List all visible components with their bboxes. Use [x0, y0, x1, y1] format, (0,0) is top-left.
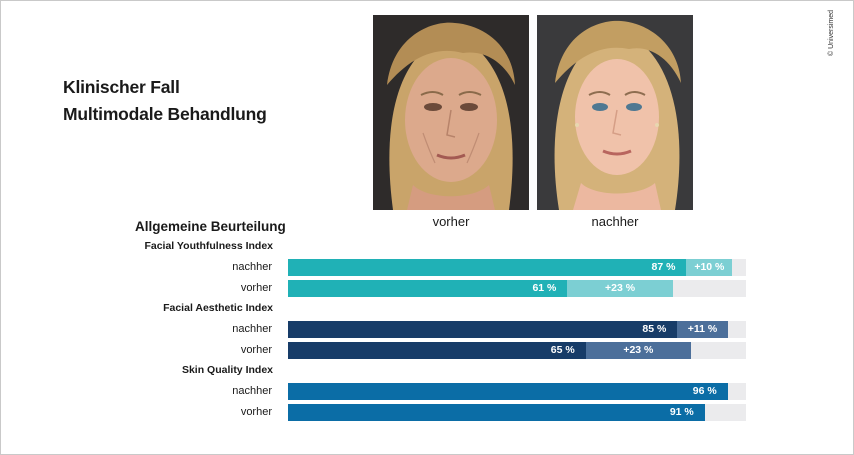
bar-value: 91 % [288, 404, 705, 421]
group-label: Facial Aesthetic Index [163, 302, 273, 314]
bar-gain: +23 % [585, 342, 692, 359]
bar-value-label: 65 % [550, 344, 575, 356]
row-label: nachher [232, 385, 272, 397]
bar-value-label: 87 % [651, 261, 676, 273]
figure-title-line1: Klinischer Fall [63, 77, 180, 97]
row-label: nachher [232, 323, 272, 335]
bar-gain-label: +11 % [687, 323, 718, 335]
figure-title-line2: Multimodale Behandlung [63, 104, 267, 124]
bar-track: 91 % [288, 404, 746, 421]
row-label: vorher [240, 282, 272, 294]
photo-before [373, 15, 529, 210]
group-label: Facial Youthfulness Index [144, 240, 273, 252]
bar-value: 61 % [288, 280, 568, 297]
bar-gain: +10 % [686, 259, 733, 276]
bar-value: 87 % [288, 259, 687, 276]
bar-track: 65 % +23 % [288, 342, 746, 359]
caption-after: nachher [591, 214, 639, 229]
bar-gain-label: +23 % [623, 344, 654, 356]
bar-gain-label: +23 % [605, 282, 636, 294]
photo-after [537, 15, 693, 210]
bar-track: 61 % +23 % [288, 280, 746, 297]
group-label: Skin Quality Index [181, 364, 273, 376]
row-label: vorher [240, 406, 272, 418]
bar-track: 87 % +10 % [288, 259, 746, 276]
portrait-before-image [373, 15, 529, 210]
chart-title: Allgemeine Beurteilung [135, 219, 286, 234]
bar-value: 85 % [288, 321, 678, 338]
copyright-credit: © Universimed [828, 9, 835, 56]
portrait-after-image [537, 15, 693, 210]
bar-gain: +23 % [567, 280, 673, 297]
bar-value: 96 % [288, 383, 728, 400]
bar-track: 85 % +11 % [288, 321, 746, 338]
bar-gain-label: +10 % [694, 261, 725, 273]
bar-value-label: 61 % [532, 282, 557, 294]
bar-gain: +11 % [677, 321, 728, 338]
bar-value: 65 % [288, 342, 586, 359]
bar-value-label: 85 % [642, 323, 667, 335]
bar-value-label: 96 % [692, 385, 717, 397]
bar-track: 96 % [288, 383, 746, 400]
row-label: vorher [240, 344, 272, 356]
caption-before: vorher [432, 214, 470, 229]
row-label: nachher [232, 261, 272, 273]
bar-value-label: 91 % [669, 406, 694, 418]
